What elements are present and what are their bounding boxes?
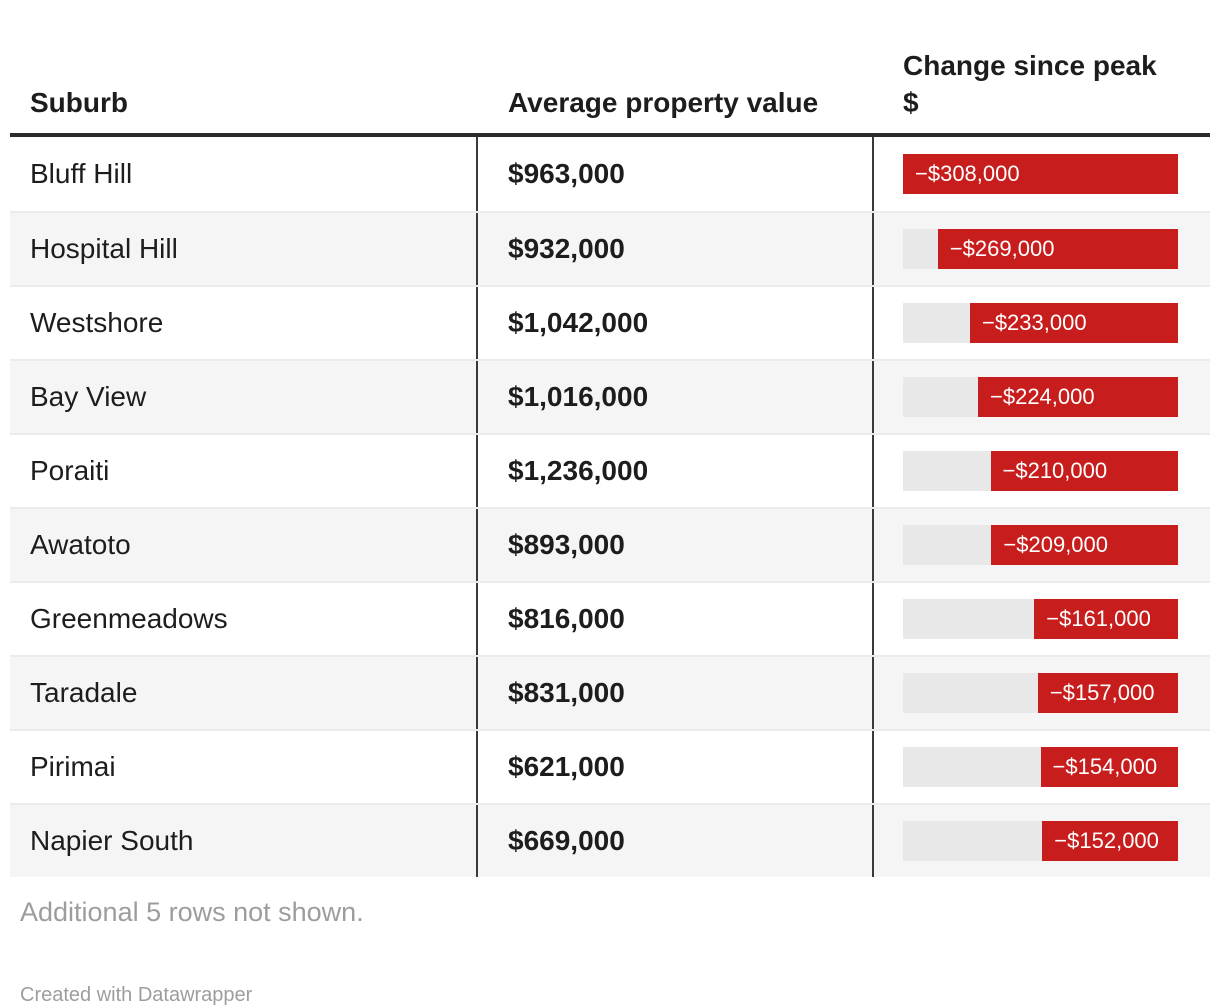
average-value-cell: $963,000 <box>476 137 872 211</box>
change-bar: −$210,000 <box>990 451 1178 491</box>
bar-value-label: −$154,000 <box>1052 754 1158 779</box>
change-cell: −$157,000 <box>872 657 1210 729</box>
change-cell: −$152,000 <box>872 805 1210 877</box>
column-header-suburb: Suburb <box>30 87 128 118</box>
suburb-cell: Napier South <box>30 825 194 856</box>
average-value-cell: $1,016,000 <box>476 361 872 433</box>
table-row: Greenmeadows $816,000 −$161,000 <box>10 581 1210 655</box>
table-row: Westshore $1,042,000 −$233,000 <box>10 285 1210 359</box>
change-bar: −$154,000 <box>1040 747 1178 787</box>
bar-track: −$233,000 <box>903 303 1178 343</box>
column-header-change-since-peak: Change since peak $ <box>872 47 1210 121</box>
average-value-cell: $1,042,000 <box>476 287 872 359</box>
change-cell: −$210,000 <box>872 435 1210 507</box>
change-bar: −$233,000 <box>969 303 1178 343</box>
average-value-cell: $621,000 <box>476 731 872 803</box>
change-bar: −$157,000 <box>1037 673 1178 713</box>
bar-value-label: −$209,000 <box>1003 532 1109 557</box>
bar-track: −$308,000 <box>903 154 1178 194</box>
bar-value-label: −$269,000 <box>949 236 1055 261</box>
table-row: Pirimai $621,000 −$154,000 <box>10 729 1210 803</box>
bar-value-label: −$308,000 <box>915 161 1020 186</box>
bar-track: −$269,000 <box>903 229 1178 269</box>
suburb-cell: Pirimai <box>30 751 116 782</box>
suburb-cell: Hospital Hill <box>30 233 178 264</box>
average-value-cell: $893,000 <box>476 509 872 581</box>
bar-track: −$161,000 <box>903 599 1178 639</box>
change-bar: −$161,000 <box>1034 599 1178 639</box>
suburb-cell: Greenmeadows <box>30 603 228 634</box>
change-cell: −$224,000 <box>872 361 1210 433</box>
change-bar: −$224,000 <box>978 377 1178 417</box>
change-cell: −$161,000 <box>872 583 1210 655</box>
suburb-cell: Bay View <box>30 381 147 412</box>
bar-value-label: −$233,000 <box>981 310 1087 335</box>
datawrapper-credit-link[interactable]: Created with Datawrapper <box>20 984 253 1006</box>
column-header-average-value: Average property value <box>508 87 819 118</box>
suburb-cell: Awatoto <box>30 529 131 560</box>
bar-track: −$157,000 <box>903 673 1178 713</box>
change-bar: −$152,000 <box>1042 821 1178 861</box>
bar-value-label: −$152,000 <box>1054 828 1159 853</box>
suburb-cell: Poraiti <box>30 455 110 486</box>
change-bar: −$269,000 <box>937 229 1178 269</box>
table-header: Suburb Average property value Change sin… <box>10 0 1210 137</box>
table-row: Taradale $831,000 −$157,000 <box>10 655 1210 729</box>
bar-track: −$209,000 <box>903 525 1178 565</box>
change-bar: −$308,000 <box>903 154 1178 194</box>
average-value-cell: $816,000 <box>476 583 872 655</box>
table-row: Bluff Hill $963,000 −$308,000 <box>10 137 1210 211</box>
table-row: Hospital Hill $932,000 −$269,000 <box>10 211 1210 285</box>
average-value-cell: $932,000 <box>476 213 872 285</box>
rows-not-shown-note: Additional 5 rows not shown. <box>20 897 364 927</box>
change-cell: −$233,000 <box>872 287 1210 359</box>
bar-track: −$210,000 <box>903 451 1178 491</box>
average-value-cell: $1,236,000 <box>476 435 872 507</box>
table-row: Poraiti $1,236,000 −$210,000 <box>10 433 1210 507</box>
bar-value-label: −$161,000 <box>1046 606 1151 631</box>
bar-track: −$152,000 <box>903 821 1178 861</box>
column-header-change-label: Change since peak $ <box>903 50 1157 118</box>
table-row: Awatoto $893,000 −$209,000 <box>10 507 1210 581</box>
suburb-cell: Taradale <box>30 677 138 708</box>
average-value-cell: $669,000 <box>476 805 872 877</box>
bar-track: −$154,000 <box>903 747 1178 787</box>
table-row: Bay View $1,016,000 −$224,000 <box>10 359 1210 433</box>
bar-track: −$224,000 <box>903 377 1178 417</box>
suburb-cell: Bluff Hill <box>30 158 133 189</box>
average-value-cell: $831,000 <box>476 657 872 729</box>
change-cell: −$209,000 <box>872 509 1210 581</box>
bar-value-label: −$224,000 <box>990 384 1095 409</box>
change-cell: −$154,000 <box>872 731 1210 803</box>
change-cell: −$269,000 <box>872 213 1210 285</box>
change-cell: −$308,000 <box>872 137 1210 211</box>
bar-value-label: −$157,000 <box>1049 680 1155 705</box>
change-bar: −$209,000 <box>991 525 1178 565</box>
table-row: Napier South $669,000 −$152,000 <box>10 803 1210 877</box>
suburb-cell: Westshore <box>30 307 164 338</box>
bar-value-label: −$210,000 <box>1002 458 1108 483</box>
table-body: Bluff Hill $963,000 −$308,000 Hospital H… <box>10 137 1210 877</box>
